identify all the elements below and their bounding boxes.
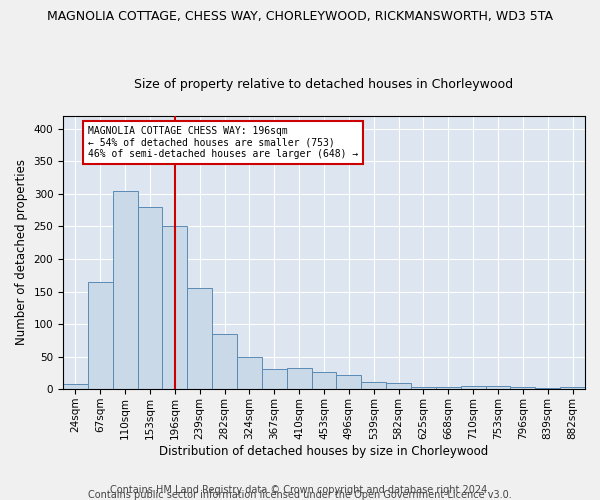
Bar [511, 386, 535, 389]
Bar [361, 382, 386, 389]
Text: Contains HM Land Registry data © Crown copyright and database right 2024.: Contains HM Land Registry data © Crown c… [110, 485, 490, 495]
Bar [63, 384, 88, 389]
Bar [411, 386, 436, 389]
Bar [386, 384, 411, 389]
Bar [262, 369, 287, 389]
Bar [560, 387, 585, 389]
X-axis label: Distribution of detached houses by size in Chorleywood: Distribution of detached houses by size … [160, 444, 488, 458]
Bar [137, 207, 163, 389]
Bar [113, 190, 137, 389]
Bar [187, 288, 212, 389]
Text: MAGNOLIA COTTAGE CHESS WAY: 196sqm
← 54% of detached houses are smaller (753)
46: MAGNOLIA COTTAGE CHESS WAY: 196sqm ← 54%… [88, 126, 358, 158]
Bar [485, 386, 511, 389]
Text: MAGNOLIA COTTAGE, CHESS WAY, CHORLEYWOOD, RICKMANSWORTH, WD3 5TA: MAGNOLIA COTTAGE, CHESS WAY, CHORLEYWOOD… [47, 10, 553, 23]
Bar [163, 226, 187, 389]
Bar [287, 368, 311, 389]
Bar [535, 388, 560, 389]
Title: Size of property relative to detached houses in Chorleywood: Size of property relative to detached ho… [134, 78, 514, 91]
Bar [88, 282, 113, 389]
Y-axis label: Number of detached properties: Number of detached properties [15, 160, 28, 346]
Bar [311, 372, 337, 389]
Bar [337, 375, 361, 389]
Bar [237, 356, 262, 389]
Bar [212, 334, 237, 389]
Bar [461, 386, 485, 389]
Bar [436, 387, 461, 389]
Text: Contains public sector information licensed under the Open Government Licence v3: Contains public sector information licen… [88, 490, 512, 500]
